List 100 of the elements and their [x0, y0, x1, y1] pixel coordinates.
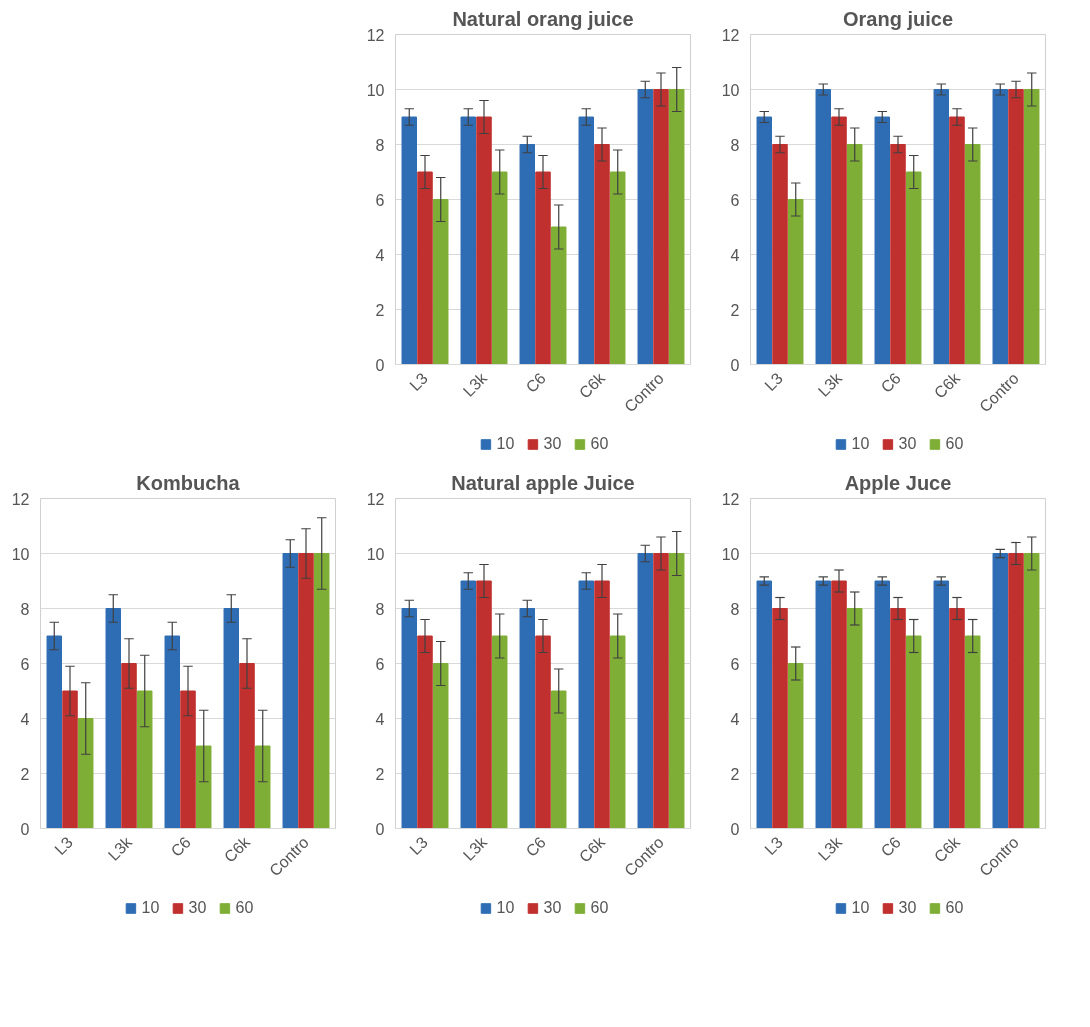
x-tick-label: C6 — [167, 833, 195, 860]
bar — [831, 116, 847, 365]
x-tick-label: C6 — [522, 369, 550, 396]
chart-title: Apple Juce — [844, 471, 952, 494]
y-tick-label: 8 — [730, 600, 740, 618]
chart-title: Natural orang juice — [452, 7, 634, 30]
bar — [610, 171, 626, 365]
legend-label: 30 — [898, 899, 918, 917]
bar — [653, 553, 669, 829]
bar — [460, 116, 476, 365]
x-tick-label: C6k — [575, 832, 609, 866]
bar — [933, 89, 949, 365]
x-tick-label: L3k — [459, 368, 491, 400]
y-tick-label: 8 — [20, 600, 30, 618]
bar — [906, 171, 922, 365]
x-tick-label: L3 — [761, 833, 787, 859]
bar — [815, 89, 831, 365]
bar — [847, 144, 863, 365]
bar — [417, 635, 433, 829]
bar — [180, 690, 196, 829]
bar — [669, 553, 685, 829]
bar — [492, 171, 508, 365]
bar — [314, 553, 330, 829]
bar — [610, 635, 626, 829]
bar — [788, 663, 804, 829]
bar — [669, 89, 685, 365]
bar — [105, 608, 121, 829]
bar — [1008, 553, 1024, 829]
y-tick-label: 2 — [375, 301, 385, 319]
bar — [890, 144, 906, 365]
bar — [992, 553, 1008, 829]
y-tick-label: 8 — [730, 136, 740, 154]
bar — [62, 690, 78, 829]
bar — [949, 608, 965, 829]
legend-label: 10 — [496, 899, 516, 917]
bar — [637, 553, 653, 829]
bar — [772, 608, 788, 829]
bar — [831, 580, 847, 829]
y-tick-label: 4 — [375, 710, 385, 728]
bar — [255, 745, 271, 829]
bar — [815, 580, 831, 829]
bar — [476, 116, 492, 365]
y-tick-label: 6 — [730, 191, 740, 209]
bar — [890, 608, 906, 829]
y-tick-label: 12 — [11, 490, 30, 508]
bar — [433, 199, 449, 365]
x-tick-label: L3 — [406, 833, 432, 859]
y-tick-label: 8 — [375, 600, 385, 618]
bar — [874, 580, 890, 829]
bar — [535, 171, 551, 365]
y-tick-label: 2 — [730, 301, 740, 319]
y-tick-label: 2 — [20, 765, 30, 783]
y-tick-label: 2 — [730, 765, 740, 783]
bar — [298, 553, 314, 829]
bar — [906, 635, 922, 829]
bar — [519, 144, 535, 365]
y-tick-label: 0 — [20, 820, 30, 838]
y-tick-label: 0 — [730, 820, 740, 838]
bar — [874, 116, 890, 365]
y-tick-label: 8 — [375, 136, 385, 154]
legend-label: 30 — [543, 435, 563, 453]
bar — [933, 580, 949, 829]
bar — [164, 635, 180, 829]
y-tick-label: 6 — [375, 655, 385, 673]
chart-title: Orang juice — [842, 7, 954, 30]
y-tick-label: 12 — [366, 490, 385, 508]
bar — [594, 144, 610, 365]
bar — [137, 690, 153, 829]
bar — [417, 171, 433, 365]
y-tick-label: 12 — [721, 490, 740, 508]
bar — [551, 226, 567, 365]
chart-title: Natural apple Juice — [451, 471, 635, 494]
bar — [965, 144, 981, 365]
bar — [772, 144, 788, 365]
y-tick-label: 6 — [730, 655, 740, 673]
y-tick-label: 12 — [721, 26, 740, 44]
bar — [637, 89, 653, 365]
bar — [653, 89, 669, 365]
legend-label: 60 — [945, 435, 965, 453]
y-tick-label: 10 — [721, 545, 740, 563]
bar — [492, 635, 508, 829]
bar — [578, 116, 594, 365]
y-tick-label: 6 — [375, 191, 385, 209]
bar — [401, 116, 417, 365]
bar — [282, 553, 298, 829]
y-tick-label: 0 — [375, 356, 385, 374]
legend-label: 10 — [851, 899, 871, 917]
bar — [78, 718, 94, 829]
bar — [949, 116, 965, 365]
legend-label: 60 — [945, 899, 965, 917]
bar — [965, 635, 981, 829]
bar — [401, 608, 417, 829]
bar — [992, 89, 1008, 365]
x-tick-label: C6 — [877, 833, 905, 860]
x-tick-label: C6k — [575, 368, 609, 402]
legend-label: 30 — [543, 899, 563, 917]
y-tick-label: 4 — [375, 246, 385, 264]
bar — [594, 580, 610, 829]
bar — [460, 580, 476, 829]
bar — [756, 580, 772, 829]
